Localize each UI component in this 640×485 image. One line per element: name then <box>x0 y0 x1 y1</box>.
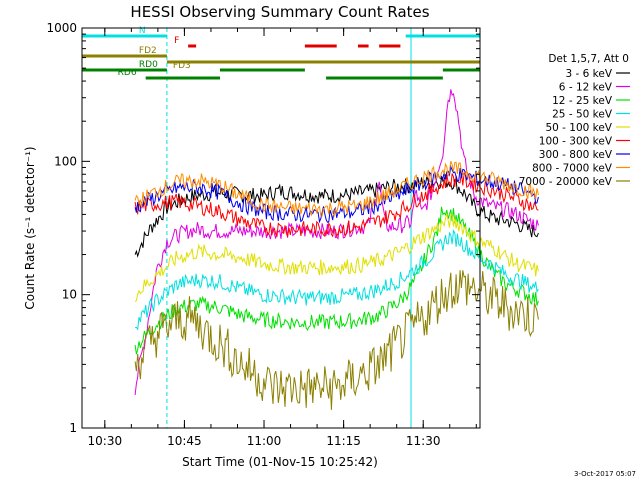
x-tick-label-2: 11:00 <box>247 434 282 448</box>
x-tick-label-0: 10:30 <box>88 434 123 448</box>
legend-label-6: 300 - 800 keV <box>539 149 613 161</box>
legend-label-5: 100 - 300 keV <box>539 136 613 148</box>
series-line-8 <box>134 270 539 410</box>
legend-header: Det 1,5,7, Att 0 <box>548 53 629 65</box>
legend-label-0: 3 - 6 keV <box>565 68 612 80</box>
y-axis-label: Count Rate (s⁻¹ detector⁻¹) <box>23 146 37 309</box>
series-line-4 <box>134 213 539 302</box>
plot-frame <box>81 27 481 429</box>
series-line-5 <box>134 171 539 238</box>
x-axis-ticks: 10:30 10:45 11:00 11:15 11:30 <box>88 28 477 448</box>
x-tick-label-4: 11:30 <box>406 434 441 448</box>
chart-title: HESSI Observing Summary Count Rates <box>130 3 429 21</box>
x-tick-label-3: 11:15 <box>326 434 361 448</box>
state-bar-label-f: F <box>174 36 179 46</box>
y-tick-label-3: 1000 <box>46 21 77 35</box>
legend-label-4: 50 - 100 keV <box>545 122 612 134</box>
y-tick-label-1: 10 <box>62 288 77 302</box>
x-axis-label: Start Time (01-Nov-15 10:25:42) <box>182 455 378 469</box>
state-bar-label-rd0: RD0 <box>139 60 158 70</box>
state-bar-label-n: N <box>139 26 146 36</box>
x-tick-label-1: 10:45 <box>167 434 202 448</box>
series-line-6 <box>134 164 539 224</box>
y-tick-label-2: 100 <box>54 154 77 168</box>
y-axis-ticks: 1 10 100 1000 <box>46 21 480 435</box>
legend-label-8: 7000 - 20000 keV <box>519 176 613 188</box>
series-line-3 <box>135 229 539 331</box>
state-bar-label-rd6: RD6 <box>118 68 137 78</box>
legend-label-1: 6 - 12 keV <box>559 82 613 94</box>
timestamp: 3-Oct-2017 05:07 <box>574 470 636 478</box>
legend-label-7: 800 - 7000 keV <box>532 163 613 175</box>
legend-label-2: 12 - 25 keV <box>552 95 613 107</box>
state-bar-label-fd2: FD2 <box>139 46 157 56</box>
legend-label-3: 25 - 50 keV <box>552 109 613 121</box>
state-bar-label-fd3: FD3 <box>173 61 191 71</box>
series-line-7 <box>134 161 539 218</box>
y-tick-label-0: 1 <box>69 421 77 435</box>
